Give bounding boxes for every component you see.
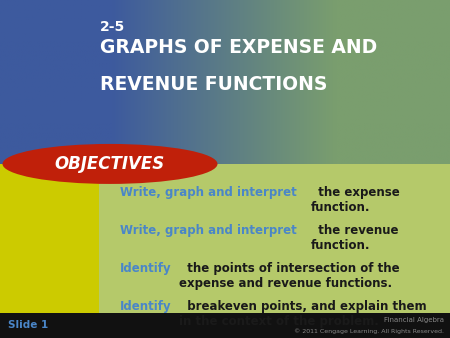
- Polygon shape: [0, 164, 99, 313]
- Text: Identify: Identify: [120, 262, 171, 275]
- Text: Write, graph and interpret: Write, graph and interpret: [120, 186, 297, 199]
- Text: Identify: Identify: [120, 300, 171, 313]
- Polygon shape: [99, 164, 450, 313]
- Text: OBJECTIVES: OBJECTIVES: [55, 155, 165, 173]
- Text: 2-5: 2-5: [100, 20, 125, 34]
- Polygon shape: [0, 313, 450, 338]
- Ellipse shape: [3, 144, 217, 184]
- Text: REVENUE FUNCTIONS: REVENUE FUNCTIONS: [100, 75, 328, 94]
- Text: © 2011 Cengage Learning. All Rights Reserved.: © 2011 Cengage Learning. All Rights Rese…: [294, 328, 444, 334]
- Text: Write, graph and interpret: Write, graph and interpret: [120, 224, 297, 237]
- Text: breakeven points, and explain them
in the context of the problem.: breakeven points, and explain them in th…: [179, 300, 426, 328]
- Text: Slide 1: Slide 1: [8, 320, 48, 330]
- Text: the revenue
function.: the revenue function.: [310, 224, 399, 252]
- Text: the expense
function.: the expense function.: [310, 186, 400, 214]
- Text: the points of intersection of the
expense and revenue functions.: the points of intersection of the expens…: [179, 262, 399, 290]
- Text: Financial Algebra: Financial Algebra: [384, 317, 444, 323]
- Text: GRAPHS OF EXPENSE AND: GRAPHS OF EXPENSE AND: [100, 38, 377, 57]
